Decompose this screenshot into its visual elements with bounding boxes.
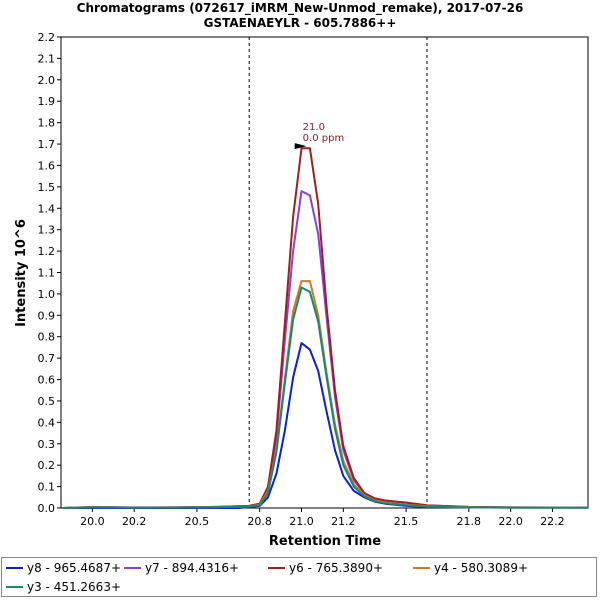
y-tick-label: 1.8 bbox=[38, 117, 56, 130]
x-tick-label: 21.5 bbox=[394, 515, 419, 528]
y-tick-label: 1.7 bbox=[38, 138, 56, 151]
y-tick-label: 0.6 bbox=[38, 374, 56, 387]
legend-label: y8 - 965.4687+ bbox=[27, 561, 122, 575]
legend-item: y7 - 894.4316+ bbox=[124, 560, 239, 576]
legend-swatch bbox=[413, 567, 430, 569]
legend-swatch bbox=[6, 586, 23, 588]
annotation-rt: 21.0 bbox=[303, 122, 325, 133]
legend-swatch bbox=[6, 567, 23, 569]
legend-label: y3 - 451.2663+ bbox=[27, 580, 122, 594]
y-tick-label: 0.5 bbox=[38, 395, 56, 408]
x-tick-label: 22.2 bbox=[540, 515, 565, 528]
y-axis-label: Intensity 10^6 bbox=[14, 219, 29, 327]
y-axis-ticks: 0.0 0.1 0.2 0.3 0.4 0.5 0.6 0.7 0.8 0.9 1.0 1.1 1.2 1… bbox=[38, 31, 61, 515]
chart-title: Chromatograms (072617_iMRM_New-Unmod_rem… bbox=[76, 1, 524, 15]
legend-item: y4 - 580.3089+ bbox=[413, 560, 528, 576]
y-tick-label: 0.2 bbox=[38, 459, 56, 472]
series-lines bbox=[63, 147, 589, 509]
y-tick-label: 1.4 bbox=[38, 202, 56, 215]
y-tick-label: 0.9 bbox=[38, 309, 56, 322]
legend-item: y6 - 765.3890+ bbox=[268, 560, 383, 576]
annotation-ppm: 0.0 ppm bbox=[303, 133, 345, 144]
y-tick-label: 1.2 bbox=[38, 245, 56, 258]
legend-label: y7 - 894.4316+ bbox=[145, 561, 240, 575]
y-tick-label: 0.4 bbox=[38, 416, 56, 429]
chart-subtitle: GSTAENAEYLR - 605.7886++ bbox=[203, 16, 397, 30]
peak-boundaries bbox=[248, 37, 428, 508]
y-tick-label: 1.6 bbox=[38, 159, 56, 172]
y-tick-label: 0.8 bbox=[38, 331, 56, 344]
peak-marker bbox=[294, 143, 307, 150]
chromatogram-chart[interactable]: 0.0 0.1 0.2 0.3 0.4 0.5 0.6 0.7 0.8 0.9 1.0 1.1 1.2 1… bbox=[0, 0, 600, 556]
legend-item: y3 - 451.2663+ bbox=[6, 579, 121, 595]
legend-label: y6 - 765.3890+ bbox=[289, 561, 384, 575]
x-tick-label: 20.5 bbox=[185, 515, 210, 528]
legend-swatch bbox=[268, 567, 285, 569]
x-tick-label: 21.0 bbox=[289, 515, 314, 528]
legend-item: y8 - 965.4687+ bbox=[6, 560, 121, 576]
x-axis-label: Retention Time bbox=[269, 534, 381, 549]
series-line bbox=[63, 286, 588, 509]
y-tick-label: 2.1 bbox=[38, 52, 56, 65]
x-tick-label: 21.8 bbox=[457, 515, 482, 528]
y-tick-label: 1.3 bbox=[38, 224, 56, 237]
chart-legend: y8 - 965.4687+ y7 - 894.4316+ y6 - 765.389… bbox=[1, 557, 597, 597]
legend-swatch bbox=[124, 567, 141, 569]
x-axis-ticks: 20.0 20.2 20.5 20.8 21.0 21.2 21.5 21.8 22.0 22.2 bbox=[80, 508, 565, 528]
y-tick-label: 2.2 bbox=[38, 31, 56, 44]
y-tick-label: 0.7 bbox=[38, 352, 56, 365]
legend-label: y4 - 580.3089+ bbox=[434, 561, 529, 575]
chart-title-block: Chromatograms (072617_iMRM_New-Unmod_rem… bbox=[0, 1, 600, 31]
x-tick-label: 20.2 bbox=[122, 515, 147, 528]
x-tick-label: 20.8 bbox=[247, 515, 272, 528]
y-tick-label: 0.0 bbox=[38, 502, 56, 515]
y-tick-label: 1.5 bbox=[38, 181, 56, 194]
x-tick-label: 20.0 bbox=[80, 515, 105, 528]
x-tick-label: 22.0 bbox=[498, 515, 523, 528]
y-tick-label: 1.0 bbox=[38, 288, 56, 301]
y-tick-label: 1.1 bbox=[38, 267, 56, 280]
y-tick-label: 0.3 bbox=[38, 438, 56, 451]
peak-annotation: 21.00.0 ppm bbox=[294, 122, 345, 150]
x-tick-label: 21.2 bbox=[331, 515, 356, 528]
y-tick-label: 2.0 bbox=[38, 74, 56, 87]
y-tick-label: 0.1 bbox=[38, 481, 56, 494]
y-tick-label: 1.9 bbox=[38, 95, 56, 108]
